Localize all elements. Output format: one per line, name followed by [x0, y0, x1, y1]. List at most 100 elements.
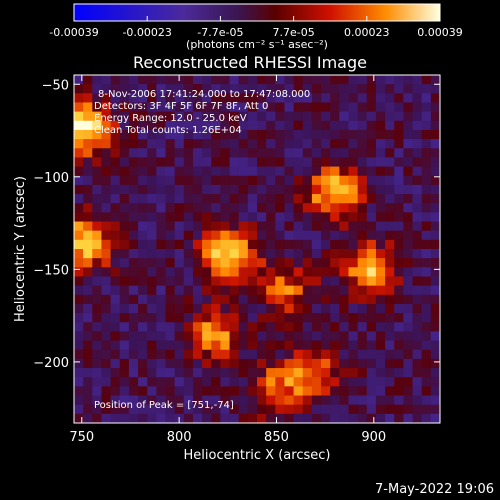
heatmap-cell [202, 184, 212, 195]
heatmap-cell [101, 395, 111, 406]
heatmap-cell [211, 258, 221, 268]
heatmap-cell [101, 75, 111, 85]
heatmap-cell [266, 404, 276, 415]
heatmap-cell [138, 230, 148, 241]
heatmap-cell [394, 395, 404, 406]
heatmap-cell [238, 294, 249, 305]
heatmap-cell [275, 212, 285, 222]
heatmap-cell [101, 203, 111, 213]
heatmap-cell [302, 75, 313, 85]
heatmap-cell [430, 75, 441, 85]
heatmap-cell [311, 340, 322, 351]
heatmap-cell [183, 120, 194, 131]
heatmap-cell [394, 285, 404, 296]
heatmap-cell [192, 239, 203, 250]
heatmap-cell [174, 395, 185, 406]
heatmap-cell [165, 340, 176, 351]
heatmap-cell [229, 166, 240, 177]
heatmap-cell [110, 93, 121, 103]
heatmap-cell [211, 358, 221, 369]
heatmap-cell [147, 221, 157, 232]
heatmap-cell [202, 313, 212, 323]
heatmap-cell [385, 303, 395, 314]
heatmap-cell [183, 303, 194, 314]
heatmap-cell [357, 303, 368, 314]
heatmap-cell [348, 322, 359, 332]
heatmap-cell [192, 93, 203, 103]
heatmap-cell [302, 157, 313, 167]
heatmap-cell [156, 203, 166, 213]
heatmap-cell [357, 194, 368, 204]
y-tick-label: −100 [33, 171, 69, 186]
heatmap-cell [74, 75, 84, 85]
heatmap-cell [238, 194, 249, 204]
heatmap-cell [192, 294, 203, 305]
heatmap-cell [394, 120, 404, 131]
heatmap-cell [147, 203, 157, 213]
heatmap-cell [220, 340, 230, 351]
heatmap-cell [403, 285, 413, 296]
heatmap-cell [257, 102, 267, 113]
heatmap-cell [302, 84, 313, 94]
heatmap-cell [366, 331, 377, 341]
heatmap-cell [284, 102, 294, 113]
heatmap-cell [74, 239, 84, 250]
heatmap-cell [330, 413, 340, 424]
heatmap-cell [366, 285, 377, 296]
heatmap-cell [128, 93, 139, 103]
heatmap-cell [339, 413, 349, 424]
heatmap-cell [202, 340, 212, 351]
heatmap-cell [128, 303, 139, 314]
heatmap-cell [330, 166, 340, 177]
heatmap-cell [156, 386, 166, 396]
heatmap-cell [284, 221, 294, 232]
heatmap-cell [119, 340, 130, 351]
heatmap-cell [375, 166, 386, 177]
heatmap-cell [211, 294, 221, 305]
heatmap-cell [275, 267, 285, 277]
heatmap-cell [165, 212, 176, 222]
heatmap-cell [348, 276, 359, 287]
heatmap-cell [211, 368, 221, 378]
heatmap-cell [83, 368, 93, 378]
heatmap-cell [366, 120, 377, 131]
heatmap-cell [174, 221, 185, 232]
heatmap-cell [101, 139, 111, 149]
heatmap-cell [92, 239, 102, 250]
heatmap-cell [430, 358, 441, 369]
x-tick-label: 850 [264, 430, 289, 445]
heatmap-cell [257, 258, 267, 268]
heatmap-cell [302, 368, 313, 378]
heatmap-cell [220, 175, 230, 186]
heatmap-cell [147, 148, 157, 158]
heatmap-cell [165, 239, 176, 250]
heatmap-cell [284, 157, 294, 167]
heatmap-cell [348, 267, 359, 277]
heatmap-cell [110, 184, 121, 195]
heatmap-cell [192, 203, 203, 213]
heatmap-cell [275, 184, 285, 195]
heatmap-cell [266, 102, 276, 113]
heatmap-cell [101, 377, 111, 387]
heatmap-cell [183, 285, 194, 296]
heatmap-cell [366, 139, 377, 149]
heatmap-cell [403, 157, 413, 167]
heatmap-cell [174, 377, 185, 387]
heatmap-cell [412, 203, 423, 213]
heatmap-cell [101, 148, 111, 158]
heatmap-cell [92, 322, 102, 332]
heatmap-cell [385, 331, 395, 341]
heatmap-cell [357, 184, 368, 195]
heatmap-cell [229, 194, 240, 204]
heatmap-cell [366, 129, 377, 140]
heatmap-cell [275, 111, 285, 122]
heatmap-cell [74, 120, 84, 131]
heatmap-cell [119, 194, 130, 204]
heatmap-cell [403, 276, 413, 287]
heatmap-cell [339, 322, 349, 332]
heatmap-cell [110, 249, 121, 259]
heatmap-cell [366, 184, 377, 195]
heatmap-cell [421, 111, 432, 122]
heatmap-cell [339, 395, 349, 406]
heatmap-cell [92, 221, 102, 232]
